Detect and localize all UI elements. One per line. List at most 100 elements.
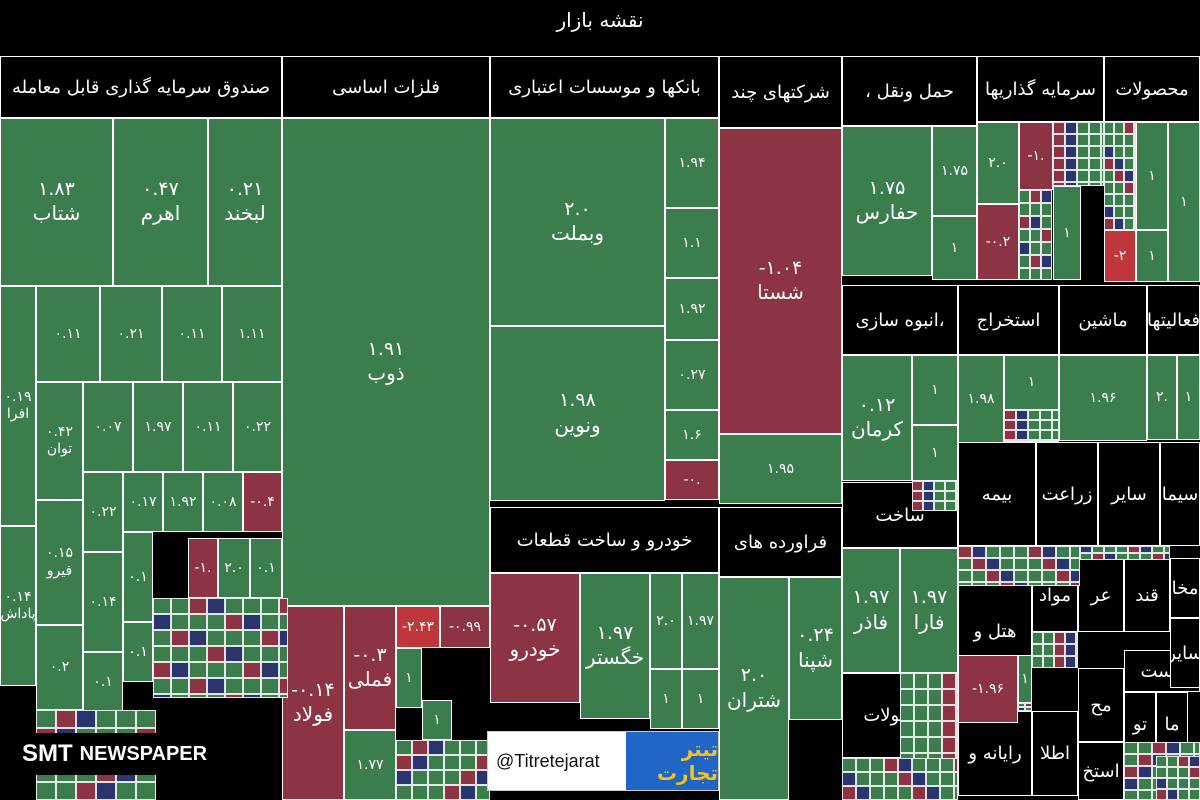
treemap-mini-tile (1014, 570, 1028, 582)
treemap-mini-tile (189, 646, 207, 662)
treemap-mini-tile (279, 630, 288, 646)
tile-value: ۰.۱۴ (4, 588, 32, 605)
treemap-mini-tile (116, 710, 136, 728)
treemap-mini-tile (1018, 707, 1025, 711)
tile-name: شستا (757, 280, 804, 305)
treemap-mini-tile (1028, 420, 1040, 430)
treemap-mini-tile (1140, 546, 1152, 553)
tile-value: ۰.۱۵ (45, 545, 73, 561)
treemap-mini-tile (1104, 146, 1114, 158)
treemap-mini-tile (870, 758, 884, 772)
treemap-mini-tile (1164, 546, 1170, 553)
treemap-mini-tile (1019, 229, 1030, 242)
tile-name: فولاد (292, 702, 334, 727)
treemap-mini-tile (153, 614, 171, 630)
treemap-mini-tile (1077, 170, 1089, 182)
sector-header: ماشین (1059, 285, 1147, 355)
treemap-mini-tile (1041, 203, 1052, 216)
tile-value: ۱.۷۵ (868, 176, 906, 199)
treemap-mini-tile (444, 785, 460, 800)
treemap-mini-tile (942, 737, 956, 753)
tile-name: حفارس (855, 200, 919, 225)
treemap-mini-tile (96, 710, 116, 728)
treemap-mini-tile (1152, 742, 1166, 754)
treemap-mini-tile (1189, 756, 1200, 767)
sector-header: سایر (1170, 618, 1200, 688)
treemap-mini-tile (923, 491, 934, 501)
treemap-mini-tile (856, 786, 870, 800)
treemap-mini-tile (842, 772, 856, 786)
treemap-mini-tile (1152, 553, 1164, 560)
treemap-mini-tile (1014, 546, 1028, 558)
treemap-tile: -۰.۵۷ خودرو (490, 573, 580, 703)
treemap-mini-tile (1104, 182, 1114, 194)
treemap-tile: ۲. (1147, 355, 1177, 440)
treemap-mini-tile (870, 786, 884, 800)
tile-value: -۰.۱۴ (291, 678, 335, 701)
treemap-tile: ۰.۲۱ لبخند (208, 118, 282, 286)
treemap-tile: -۲.۴۳ (396, 606, 440, 648)
tile-value: -۰.۴ (250, 493, 275, 510)
tile-value: ۱.۱۱ (238, 325, 266, 342)
tile-value: ۱ (1180, 193, 1188, 210)
treemap-mini-tile (1000, 570, 1014, 582)
treemap-mini-tile (942, 721, 956, 737)
treemap-tile: ۱ (912, 425, 958, 481)
treemap-mini-tile (1077, 158, 1089, 170)
treemap-mini-tile (928, 705, 942, 721)
treemap-mini-tile (261, 694, 279, 698)
treemap-mini-tile (1052, 420, 1059, 430)
treemap-mini-tile (412, 740, 428, 755)
treemap-mini-tile (1040, 430, 1052, 440)
treemap-mini-tile (856, 758, 870, 772)
treemap-tile: ۰.۱۷ (123, 472, 163, 532)
treemap-tile: ۱ (1136, 122, 1168, 230)
treemap-tile: ۰.۲ (36, 625, 83, 710)
treemap-mini-tile (1194, 742, 1200, 754)
tile-name: شتاب (32, 201, 81, 226)
treemap-mini-tile (956, 501, 958, 511)
treemap-mini-tile (1041, 216, 1052, 229)
treemap-mini-tile (225, 694, 243, 698)
treemap-mini-tile (1016, 420, 1028, 430)
treemap-mini-tile (243, 598, 261, 614)
treemap-tile: ۱ (1018, 655, 1032, 703)
treemap-tile: -۰.۹۹ (440, 606, 490, 648)
treemap-tile: -۰. (665, 460, 719, 500)
treemap-mini-tile (1040, 420, 1052, 430)
treemap-mini-tile (396, 755, 412, 770)
treemap-mini-tile (116, 782, 136, 800)
tile-value: ۰.۲۴ (797, 624, 834, 647)
treemap-mini-tile (1065, 182, 1077, 186)
treemap-mini-tile (1056, 558, 1070, 570)
treemap-mini-tile (1124, 742, 1138, 754)
treemap-mini-tile (1032, 632, 1043, 644)
treemap-mini-tile (1032, 644, 1043, 656)
treemap-mini-tile (912, 758, 926, 772)
treemap-mini-tile (1089, 182, 1101, 186)
treemap-mini-tile (1114, 218, 1124, 230)
treemap-mini-tile (1104, 194, 1114, 206)
sector-header: رایانه و (958, 711, 1032, 796)
treemap-tile: ۰.۲۱ (100, 286, 162, 382)
treemap-mini-tile (1019, 268, 1030, 280)
treemap-mini-tile (279, 614, 288, 630)
tile-value: -۰.۹۹ (448, 618, 482, 635)
treemap-mini-tile (279, 646, 288, 662)
treemap-mini-tile (945, 501, 956, 511)
treemap-mini-tile (261, 646, 279, 662)
treemap-mini-tile (1089, 134, 1101, 146)
tile-value: -۲.۴۳ (401, 618, 435, 635)
treemap-tile: ۲.۰ (218, 538, 250, 598)
treemap-mini-tile (972, 582, 986, 586)
treemap-mini-tile (1028, 570, 1042, 582)
treemap-mini-tile (1065, 656, 1076, 668)
treemap-mini-tile (1104, 553, 1116, 560)
treemap-mini-tile (986, 558, 1000, 570)
treemap-mini-tile (1070, 570, 1080, 582)
tile-value: ۱.۹۸ (967, 390, 995, 407)
treemap-mini-tile (428, 755, 444, 770)
treemap-mini-tile (1134, 122, 1136, 134)
treemap-mini-tile (153, 630, 171, 646)
treemap-mini-tile (428, 740, 444, 755)
